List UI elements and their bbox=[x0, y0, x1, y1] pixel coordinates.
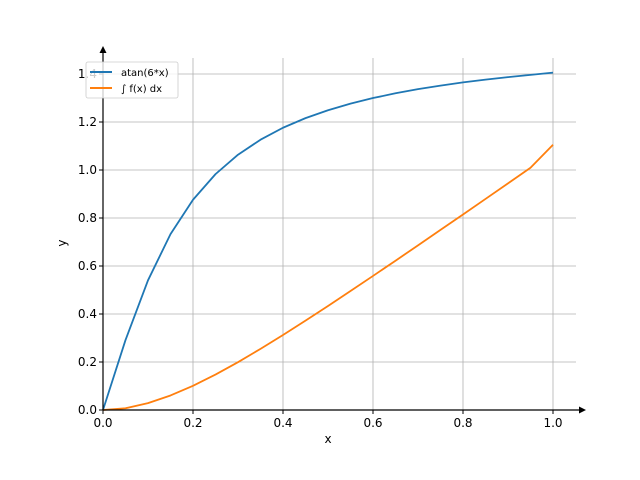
series-line-1 bbox=[102, 144, 554, 411]
x-tick-label-4: 0.8 bbox=[453, 416, 472, 430]
legend-entry-integral: ∫ f(x) dx bbox=[121, 84, 162, 95]
y-tick-label-2: 0.4 bbox=[78, 307, 97, 321]
y-axis-arrow bbox=[99, 46, 107, 53]
x-tick-label-0: 0.0 bbox=[93, 416, 112, 430]
y-axis-label: y bbox=[55, 239, 69, 246]
x-tick-label-2: 0.4 bbox=[273, 416, 292, 430]
legend: atan(6*x) ∫ f(x) dx bbox=[85, 61, 179, 99]
ticks: 0.00.20.40.60.81.00.00.20.40.60.81.01.21… bbox=[78, 67, 563, 430]
y-tick-label-0: 0.0 bbox=[78, 403, 97, 417]
axes bbox=[99, 46, 586, 414]
x-axis-label: x bbox=[324, 432, 331, 446]
y-tick-label-6: 1.2 bbox=[78, 115, 97, 129]
x-tick-label-1: 0.2 bbox=[183, 416, 202, 430]
series-line-0 bbox=[102, 71, 554, 411]
x-tick-label-5: 1.0 bbox=[543, 416, 562, 430]
y-tick-label-3: 0.6 bbox=[78, 259, 97, 273]
y-tick-label-5: 1.0 bbox=[78, 163, 97, 177]
y-tick-label-1: 0.2 bbox=[78, 355, 97, 369]
legend-entry-atan: atan(6*x) bbox=[121, 68, 169, 79]
x-tick-label-3: 0.6 bbox=[363, 416, 382, 430]
series-layer bbox=[102, 71, 554, 411]
x-axis-arrow bbox=[579, 406, 586, 414]
y-tick-label-4: 0.8 bbox=[78, 211, 97, 225]
